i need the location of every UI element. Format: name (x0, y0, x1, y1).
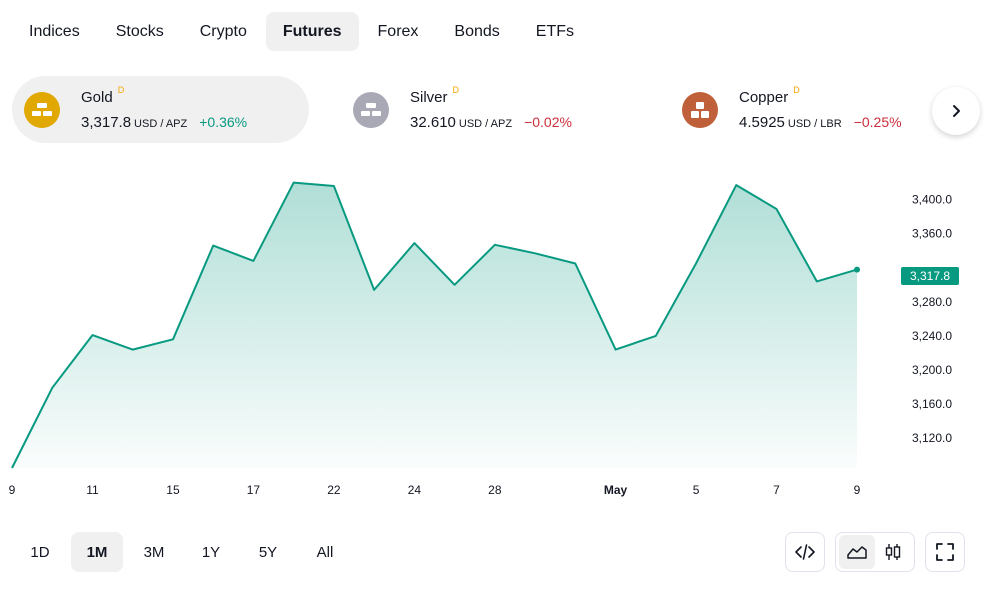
area-style-button[interactable] (839, 535, 875, 569)
symbol-name: Gold (81, 88, 113, 106)
tab-etfs[interactable]: ETFs (535, 22, 575, 40)
embed-button[interactable] (785, 532, 825, 572)
tab-futures[interactable]: Futures (265, 12, 359, 51)
last-price-point (854, 266, 860, 273)
x-tick-label: 28 (488, 483, 502, 497)
symbol-unit: USD / APZ (134, 117, 188, 130)
delayed-badge: D (117, 84, 125, 95)
symbol-price: 32.610 (410, 113, 456, 131)
y-tick-label: 3,120.0 (912, 431, 952, 445)
chart-style-group (835, 532, 915, 572)
time-range-selector: 1D 1M 3M 1Y 5Y All (14, 532, 356, 572)
price-line (11, 181, 858, 469)
y-tick-label: 3,280.0 (912, 295, 952, 309)
next-symbols-button[interactable] (932, 87, 980, 135)
y-tick-label: 3,400.0 (912, 193, 952, 207)
symbol-card-copper[interactable]: Copper D 4.5925 USD / LBR −0.25% (670, 76, 930, 143)
symbol-card-silver[interactable]: Silver D 32.610 USD / APZ −0.02% (341, 76, 641, 143)
tab-bonds[interactable]: Bonds (454, 22, 500, 40)
fullscreen-button[interactable] (925, 532, 965, 572)
tab-stocks[interactable]: Stocks (115, 22, 164, 40)
x-tick-label: 24 (408, 483, 422, 497)
copper-blocks-icon (682, 91, 718, 128)
range-1m[interactable]: 1M (71, 532, 123, 572)
y-tick-label: 3,160.0 (912, 397, 952, 411)
range-5y[interactable]: 5Y (258, 543, 278, 561)
x-tick-label: May (604, 483, 628, 497)
symbol-change: −0.25% (853, 113, 902, 130)
range-3m[interactable]: 3M (143, 543, 165, 561)
candlestick-icon (885, 544, 901, 560)
symbol-change: +0.36% (199, 113, 248, 130)
x-tick-label: 22 (327, 483, 341, 497)
y-tick-label: 3,240.0 (912, 329, 952, 343)
symbol-price: 4.5925 (739, 113, 785, 131)
fullscreen-icon (936, 543, 954, 561)
price-area-chart[interactable]: 3,400.0 3,360.0 3,280.0 3,240.0 3,200.0 3,160… (0, 160, 985, 505)
x-tick-label: 11 (86, 483, 99, 497)
symbol-unit: USD / APZ (458, 117, 513, 130)
x-tick-label: 5 (693, 483, 700, 497)
tab-crypto[interactable]: Crypto (199, 22, 247, 40)
symbol-card-gold[interactable]: Gold D 3,317.8 USD / APZ +0.36% (12, 76, 309, 143)
range-all[interactable]: All (316, 543, 334, 561)
symbol-name: Copper (739, 88, 789, 106)
code-icon (795, 544, 815, 560)
range-1y[interactable]: 1Y (201, 543, 221, 561)
x-tick-label: 15 (166, 483, 180, 497)
delayed-badge: D (793, 84, 800, 95)
tab-forex[interactable]: Forex (377, 22, 419, 40)
symbol-name: Silver (410, 88, 448, 106)
symbol-change: −0.02% (524, 113, 572, 130)
x-tick-label: 7 (773, 483, 780, 497)
chevron-right-icon (953, 105, 960, 117)
x-tick-label: 17 (247, 483, 261, 497)
delayed-badge: D (452, 84, 460, 95)
symbol-cards: Gold D 3,317.8 USD / APZ +0.36% Silver D 32.… (12, 76, 985, 144)
y-tick-label: 3,360.0 (912, 227, 952, 241)
x-tick-label: 9 (854, 483, 861, 497)
silver-bars-icon (353, 91, 389, 128)
last-price-tag: 3,317.8 (901, 267, 959, 285)
price-area-fill (12, 182, 857, 468)
range-1d[interactable]: 1D (30, 543, 50, 561)
x-tick-label: 9 (9, 483, 16, 497)
y-tick-label: 3,200.0 (912, 363, 952, 377)
tab-indices[interactable]: Indices (29, 22, 80, 40)
area-chart-icon (847, 546, 867, 559)
symbol-unit: USD / LBR (787, 117, 842, 130)
market-tabs: Indices Stocks Crypto Futures Forex Bond… (12, 12, 593, 51)
candle-style-button[interactable] (875, 535, 911, 569)
gold-bars-icon (24, 91, 60, 128)
symbol-price: 3,317.8 (81, 113, 132, 131)
